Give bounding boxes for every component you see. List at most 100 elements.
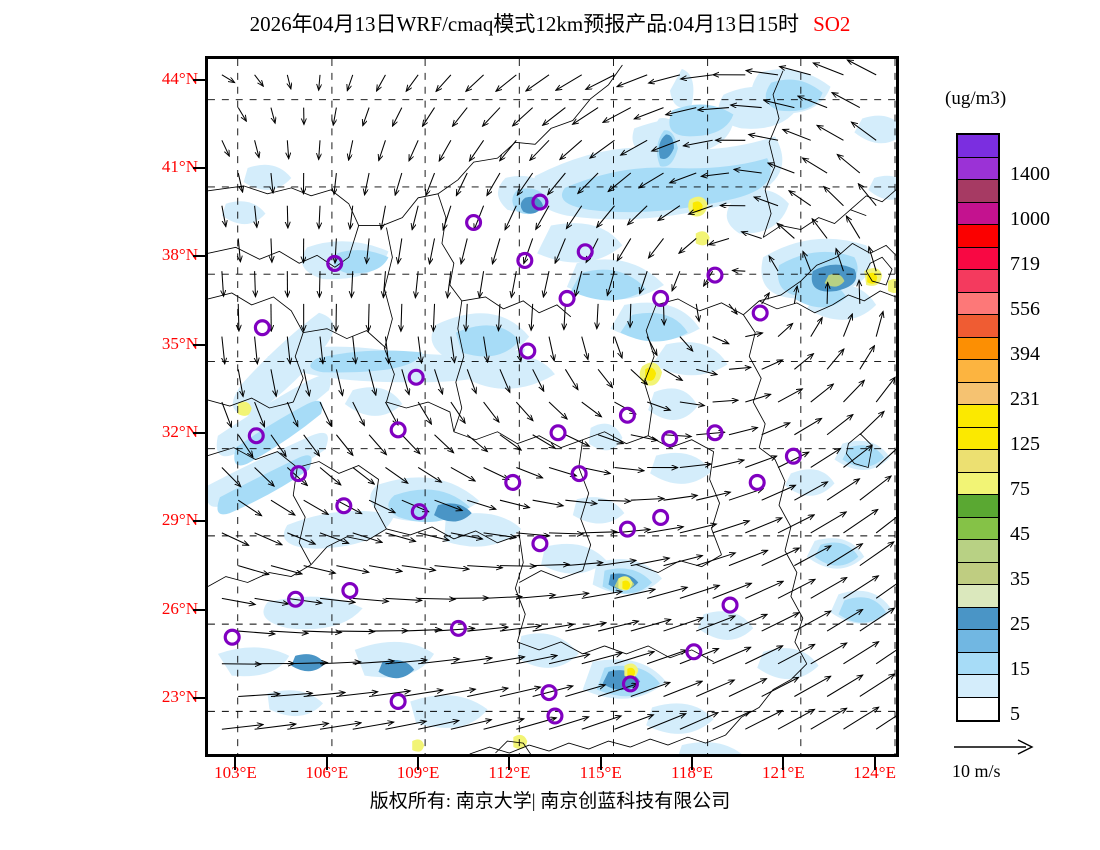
wind-arrow (319, 205, 320, 229)
wind-arrow (630, 368, 648, 384)
city-marker[interactable] (748, 473, 766, 491)
city-marker[interactable] (253, 319, 271, 337)
city-marker[interactable] (618, 520, 636, 538)
wind-arrow (319, 74, 320, 90)
city-marker[interactable] (576, 243, 594, 261)
so2-concentration-shading (208, 68, 896, 754)
wind-arrow (222, 336, 225, 364)
wind-arrow (652, 139, 681, 151)
wind-arrow (385, 532, 415, 542)
city-marker[interactable] (326, 254, 344, 272)
city-marker[interactable] (287, 590, 305, 608)
map-plot-area[interactable] (205, 56, 899, 757)
wind-arrow (434, 434, 454, 453)
city-marker[interactable] (531, 535, 549, 553)
colorbar-tick-label: 1400 (1010, 163, 1050, 185)
wind-arrow-icon (954, 739, 1034, 755)
wind-arrow (417, 467, 441, 482)
wind-arrow (532, 564, 570, 565)
city-marker[interactable] (618, 406, 636, 424)
city-marker[interactable] (706, 266, 724, 284)
city-marker[interactable] (465, 213, 483, 232)
wind-arrow (728, 679, 767, 697)
city-marker[interactable] (449, 619, 467, 637)
colorbar-band (958, 517, 998, 540)
wind-arrow (368, 369, 376, 395)
colorbar-tick-label: 15 (1010, 658, 1030, 680)
wind-arrow (483, 719, 524, 730)
city-marker[interactable] (504, 473, 522, 491)
x-axis-tick-label: 103°E (214, 763, 257, 782)
city-marker[interactable] (407, 368, 425, 386)
city-marker[interactable] (661, 430, 679, 448)
wind-arrow (794, 611, 830, 632)
city-marker[interactable] (410, 503, 428, 521)
city-marker[interactable] (621, 675, 639, 693)
colorbar-unit-label: (ug/m3) (945, 88, 1007, 109)
wind-arrow (237, 369, 243, 396)
y-axis-labels: 44°N 41°N 38°N 35°N 32°N 29°N 26°N 23°N (120, 0, 198, 850)
city-marker[interactable] (706, 424, 724, 442)
wind-arrow (401, 369, 409, 394)
city-marker[interactable] (721, 596, 739, 614)
wind-arrow (843, 576, 878, 599)
city-marker[interactable] (335, 497, 353, 515)
wind-arrow (679, 238, 697, 253)
city-marker[interactable] (751, 304, 769, 322)
city-marker[interactable] (389, 421, 407, 439)
city-marker[interactable] (289, 465, 308, 483)
y-axis-tick (193, 343, 206, 346)
wind-arrow (450, 658, 492, 665)
city-marker[interactable] (558, 289, 576, 307)
wind-arrow (467, 499, 496, 509)
wind-arrow (824, 187, 844, 207)
wind-arrow (303, 692, 345, 698)
city-marker[interactable] (531, 193, 549, 211)
wind-arrow (875, 715, 896, 730)
city-marker[interactable] (549, 424, 567, 442)
city-marker[interactable] (223, 628, 241, 646)
city-marker[interactable] (247, 427, 265, 445)
wind-arrow (303, 434, 320, 456)
city-marker[interactable] (389, 692, 407, 710)
city-marker[interactable] (516, 251, 534, 269)
wind-arrow (649, 74, 681, 83)
wind-arrow (532, 686, 573, 698)
city-marker[interactable] (784, 447, 802, 465)
wind-arrow (237, 434, 253, 457)
colorbar-band (958, 427, 998, 450)
wind-arrow (548, 593, 589, 599)
wind-arrow (450, 467, 475, 481)
city-marker[interactable] (341, 581, 359, 600)
wind-arrow (483, 467, 509, 479)
wind-arrow (603, 107, 632, 123)
wind-arrow (543, 271, 550, 297)
wind-arrow (777, 579, 815, 599)
x-axis-tick (599, 757, 602, 770)
city-marker[interactable] (652, 289, 670, 307)
wind-arrow (663, 495, 698, 501)
wind-arrow (597, 434, 623, 444)
wind-arrow (270, 565, 302, 574)
wind-arrow (238, 694, 280, 697)
wind-arrow (745, 518, 782, 534)
wind-arrow (875, 649, 896, 665)
colorbar-band (958, 675, 998, 698)
wind-arrow (597, 303, 598, 329)
wind-arrow (499, 626, 541, 632)
city-marker[interactable] (546, 707, 564, 725)
wind-arrow (761, 293, 770, 305)
x-axis-tick-label: 118°E (670, 763, 714, 782)
city-marker[interactable] (652, 508, 670, 526)
wind-arrow (761, 548, 800, 567)
city-marker[interactable] (685, 643, 703, 661)
city-marker[interactable] (519, 342, 537, 360)
wind-arrow (237, 107, 246, 122)
wind-arrow (303, 499, 329, 514)
wind-arrow (336, 692, 377, 698)
wind-arrow (837, 154, 861, 174)
wind-arrow (511, 271, 517, 297)
wind-arrow (401, 630, 442, 631)
city-marker[interactable] (540, 684, 558, 702)
city-marker[interactable] (570, 465, 588, 483)
